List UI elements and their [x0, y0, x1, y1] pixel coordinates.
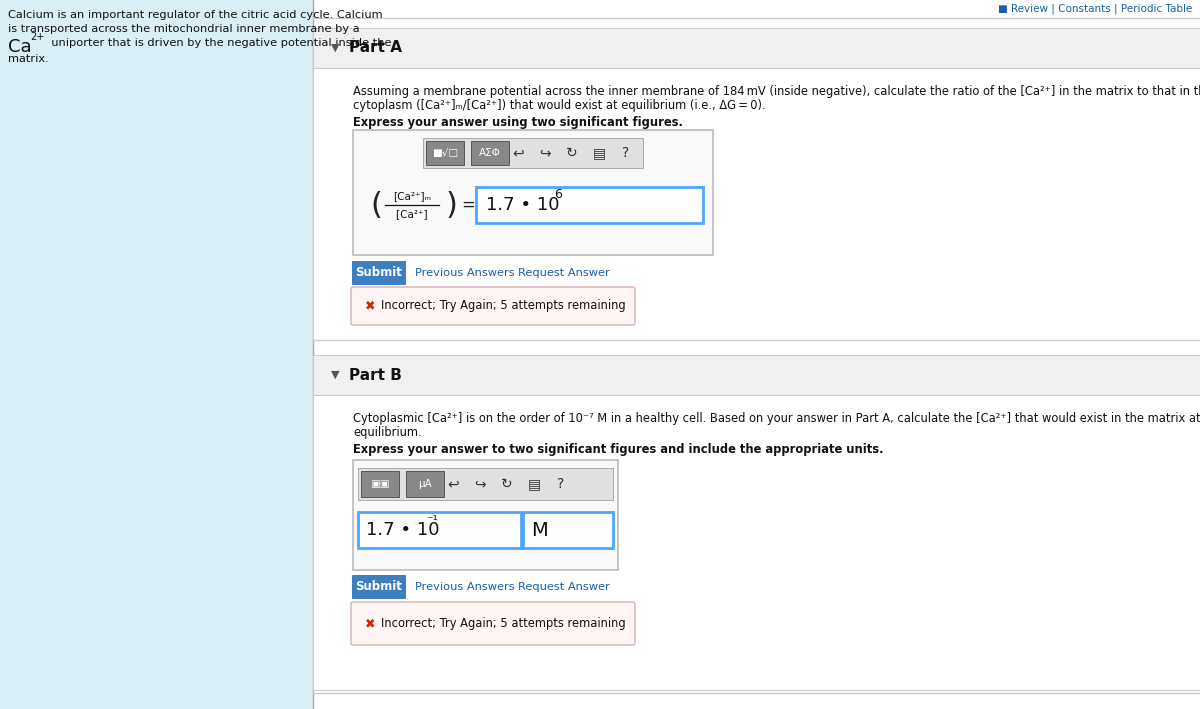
Text: ⁻¹: ⁻¹	[426, 513, 438, 527]
Bar	[426, 141, 464, 165]
Text: 6: 6	[554, 189, 562, 201]
Text: ΑΣΦ: ΑΣΦ	[479, 148, 500, 158]
Text: Express your answer to two significant figures and include the appropriate units: Express your answer to two significant f…	[353, 443, 883, 456]
Text: [Ca²⁺]⁣: [Ca²⁺]⁣	[396, 209, 428, 219]
Text: µA: µA	[418, 479, 432, 489]
Text: Assuming a membrane potential across the inner membrane of 184 mV (inside negati: Assuming a membrane potential across the…	[353, 85, 1200, 98]
Text: ▤: ▤	[593, 146, 606, 160]
Text: ↪: ↪	[539, 146, 551, 160]
Bar	[406, 471, 444, 497]
Text: ■ Review | Constants | Periodic Table: ■ Review | Constants | Periodic Table	[997, 4, 1192, 14]
Text: Express your answer using two significant figures.: Express your answer using two significan…	[353, 116, 683, 129]
Text: Request Answer: Request Answer	[518, 268, 610, 278]
Bar	[424, 138, 643, 168]
Text: Submit: Submit	[355, 581, 402, 593]
Text: Incorrect; Try Again; 5 attempts remaining: Incorrect; Try Again; 5 attempts remaini…	[382, 299, 625, 313]
Text: 2+: 2+	[30, 32, 44, 42]
Text: 1.7 • 10: 1.7 • 10	[486, 196, 559, 214]
Bar	[470, 141, 509, 165]
Text: ▼: ▼	[331, 370, 340, 380]
FancyBboxPatch shape	[352, 602, 635, 645]
Text: ▣▣: ▣▣	[371, 479, 390, 489]
Text: Ca: Ca	[8, 38, 31, 56]
Text: 1.7 • 10: 1.7 • 10	[366, 521, 439, 539]
Text: is transported across the mitochondrial inner membrane by a: is transported across the mitochondrial …	[8, 24, 360, 34]
Text: =: =	[461, 196, 475, 214]
Text: uniporter that is driven by the negative potential inside the: uniporter that is driven by the negative…	[44, 38, 391, 48]
Bar	[523, 512, 613, 548]
Bar	[361, 471, 398, 497]
Text: Part A: Part A	[349, 40, 402, 55]
FancyBboxPatch shape	[352, 261, 406, 285]
Text: ■√□: ■√□	[432, 148, 458, 158]
Bar	[0, 0, 313, 709]
FancyBboxPatch shape	[352, 287, 635, 325]
Text: [Ca²⁺]ₘ: [Ca²⁺]ₘ	[394, 191, 431, 201]
Bar	[358, 468, 613, 500]
Text: M: M	[530, 520, 547, 540]
Bar	[313, 28, 1200, 68]
Text: ↪: ↪	[474, 477, 486, 491]
Text: Cytoplasmic [Ca²⁺] is on the order of 10⁻⁷ M in a healthy cell. Based on your an: Cytoplasmic [Ca²⁺] is on the order of 10…	[353, 412, 1200, 425]
Text: ?: ?	[557, 477, 565, 491]
FancyBboxPatch shape	[353, 460, 618, 570]
FancyBboxPatch shape	[353, 130, 713, 255]
Text: Previous Answers: Previous Answers	[415, 582, 515, 592]
Text: Incorrect; Try Again; 5 attempts remaining: Incorrect; Try Again; 5 attempts remaini…	[382, 617, 625, 630]
Text: Request Answer: Request Answer	[518, 582, 610, 592]
Text: ▤: ▤	[528, 477, 540, 491]
Bar	[313, 395, 1200, 690]
FancyBboxPatch shape	[352, 575, 406, 599]
Text: ✖: ✖	[365, 299, 376, 313]
Text: ↩: ↩	[448, 477, 458, 491]
Text: Calcium is an important regulator of the citric acid cycle. Calcium: Calcium is an important regulator of the…	[8, 10, 383, 20]
Text: ↩: ↩	[512, 146, 524, 160]
Bar	[313, 355, 1200, 395]
Text: ↻: ↻	[566, 146, 578, 160]
Text: equilibrium.: equilibrium.	[353, 426, 421, 439]
Text: ): )	[446, 191, 458, 220]
Text: Part B: Part B	[349, 367, 402, 382]
Text: Submit: Submit	[355, 267, 402, 279]
Text: Previous Answers: Previous Answers	[415, 268, 515, 278]
Text: matrix.: matrix.	[8, 54, 49, 64]
Text: ↻: ↻	[502, 477, 512, 491]
Bar	[476, 187, 703, 223]
Text: ✖: ✖	[365, 617, 376, 630]
Bar	[313, 68, 1200, 340]
Text: (: (	[370, 191, 382, 220]
Text: ▼: ▼	[331, 43, 340, 53]
Text: cytoplasm ([Ca²⁺]ₘ/[Ca²⁺]⁣) that would exist at equilibrium (i.e., ΔG = 0).: cytoplasm ([Ca²⁺]ₘ/[Ca²⁺]⁣) that would e…	[353, 99, 766, 112]
Bar	[358, 512, 521, 548]
Text: ?: ?	[623, 146, 630, 160]
